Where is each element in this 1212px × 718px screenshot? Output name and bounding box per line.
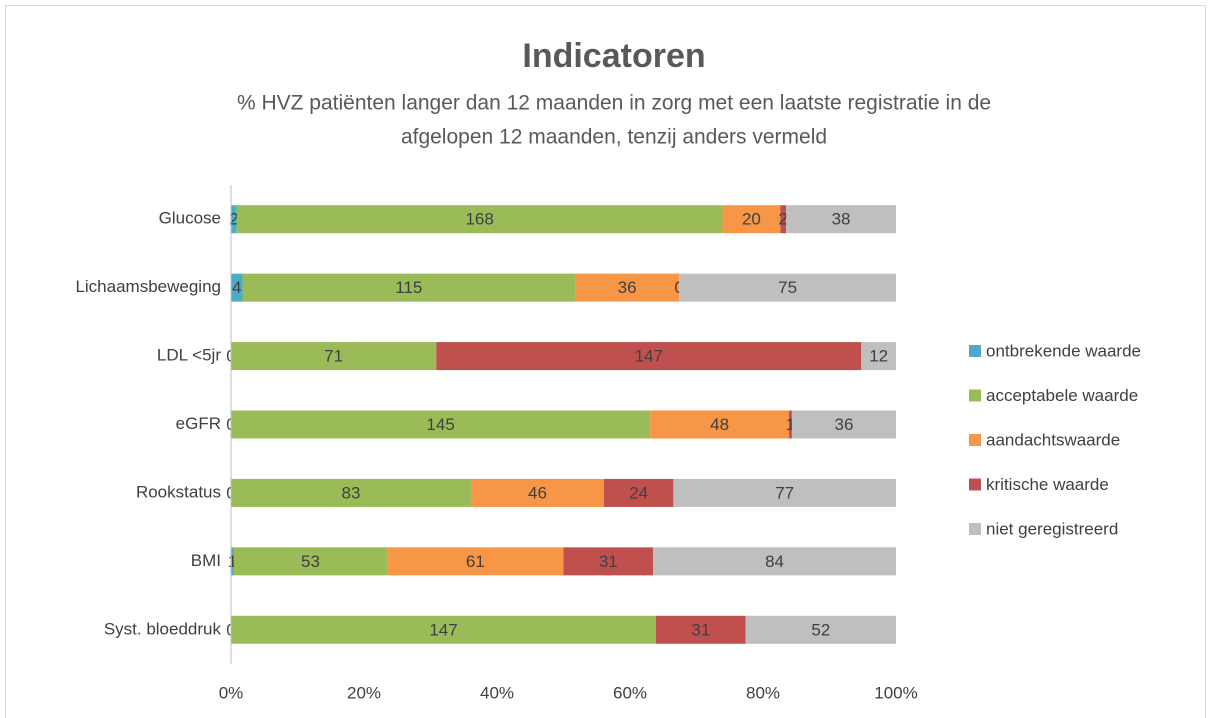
data-label: 71	[324, 347, 343, 366]
bar-segment	[786, 205, 896, 234]
bar-segment	[603, 478, 674, 507]
data-label: 145	[426, 415, 454, 434]
bar-segment	[650, 410, 790, 439]
y-tick-label: LDL <5jr	[157, 346, 221, 365]
legend-swatch	[969, 478, 981, 491]
data-label: 168	[465, 210, 493, 229]
data-label: 46	[528, 483, 547, 502]
bar-segment	[236, 205, 723, 234]
y-tick-label: BMI	[191, 551, 221, 570]
y-tick-label: eGFR	[176, 414, 221, 433]
data-label: 1	[228, 552, 237, 571]
bar-segment	[231, 342, 437, 371]
bar-segment	[470, 478, 604, 507]
data-label: 84	[765, 552, 784, 571]
data-label: 38	[832, 210, 851, 229]
data-label: 61	[466, 552, 485, 571]
legend-label: kritische waarde	[986, 475, 1109, 494]
bar-segment	[231, 615, 657, 644]
x-tick-label: 20%	[347, 683, 381, 702]
bar-segment	[673, 478, 896, 507]
bar-segment	[231, 205, 237, 234]
legend-swatch	[969, 345, 981, 357]
legend-label: ontbrekende waarde	[986, 341, 1141, 360]
data-label: 2	[229, 210, 238, 229]
legend-label: aandachtswaarde	[986, 430, 1120, 449]
x-tick-label: 0%	[219, 683, 244, 702]
legend-swatch	[969, 389, 981, 402]
x-tick-label: 80%	[746, 683, 780, 702]
data-label: 31	[599, 552, 618, 571]
data-label: 12	[869, 347, 888, 366]
bar-segment	[387, 547, 564, 576]
data-label: 83	[342, 483, 361, 502]
bar-segment	[436, 342, 862, 371]
data-label: 36	[618, 278, 637, 297]
data-label: 36	[834, 415, 853, 434]
chart-subtitle: afgelopen 12 maanden, tenzij anders verm…	[401, 126, 827, 149]
data-label: 53	[301, 552, 320, 571]
x-tick-label: 40%	[480, 683, 514, 702]
bar-segment	[789, 410, 792, 439]
bar-segment	[231, 410, 651, 439]
bar-segment	[563, 547, 654, 576]
data-label: 147	[429, 620, 457, 639]
bar-segment	[791, 410, 896, 439]
legend-label: niet geregistreerd	[986, 519, 1118, 538]
y-tick-label: Lichaamsbeweging	[75, 277, 221, 296]
bar-segment	[575, 273, 680, 302]
data-label: 24	[629, 483, 648, 502]
data-label: 115	[395, 278, 422, 297]
data-label: 20	[742, 210, 761, 229]
bar-segment	[231, 273, 243, 302]
data-label: 31	[691, 620, 710, 639]
bar-segment	[653, 547, 896, 576]
bar-segment	[861, 342, 896, 371]
bar-segment	[231, 547, 234, 576]
data-label: 77	[775, 483, 794, 502]
chart-subtitle: % HVZ patiënten langer dan 12 maanden in…	[237, 92, 991, 115]
y-tick-label: Syst. bloeddruk	[104, 619, 222, 638]
y-tick-label: Glucose	[159, 209, 221, 228]
bar-segment	[780, 205, 787, 234]
legend-swatch	[969, 523, 981, 535]
data-label: 75	[778, 278, 797, 297]
x-tick-label: 60%	[613, 683, 647, 702]
bar-segment	[231, 478, 471, 507]
x-tick-label: 100%	[874, 683, 917, 702]
bar-segment	[679, 273, 896, 302]
data-label: 147	[635, 347, 663, 366]
data-label: 2	[779, 210, 788, 229]
chart-title: Indicatoren	[522, 37, 705, 75]
bar-segment	[233, 547, 388, 576]
legend-swatch	[969, 434, 981, 446]
data-label: 52	[811, 620, 830, 639]
bar-segment	[745, 615, 896, 644]
bar-segment	[722, 205, 781, 234]
bar-segment	[656, 615, 746, 644]
data-label: 4	[232, 278, 241, 297]
bar-segment	[242, 273, 576, 302]
y-tick-label: Rookstatus	[136, 482, 221, 501]
legend-label: acceptabele waarde	[986, 386, 1138, 405]
data-label: 1	[786, 415, 795, 434]
data-label: 48	[710, 415, 729, 434]
